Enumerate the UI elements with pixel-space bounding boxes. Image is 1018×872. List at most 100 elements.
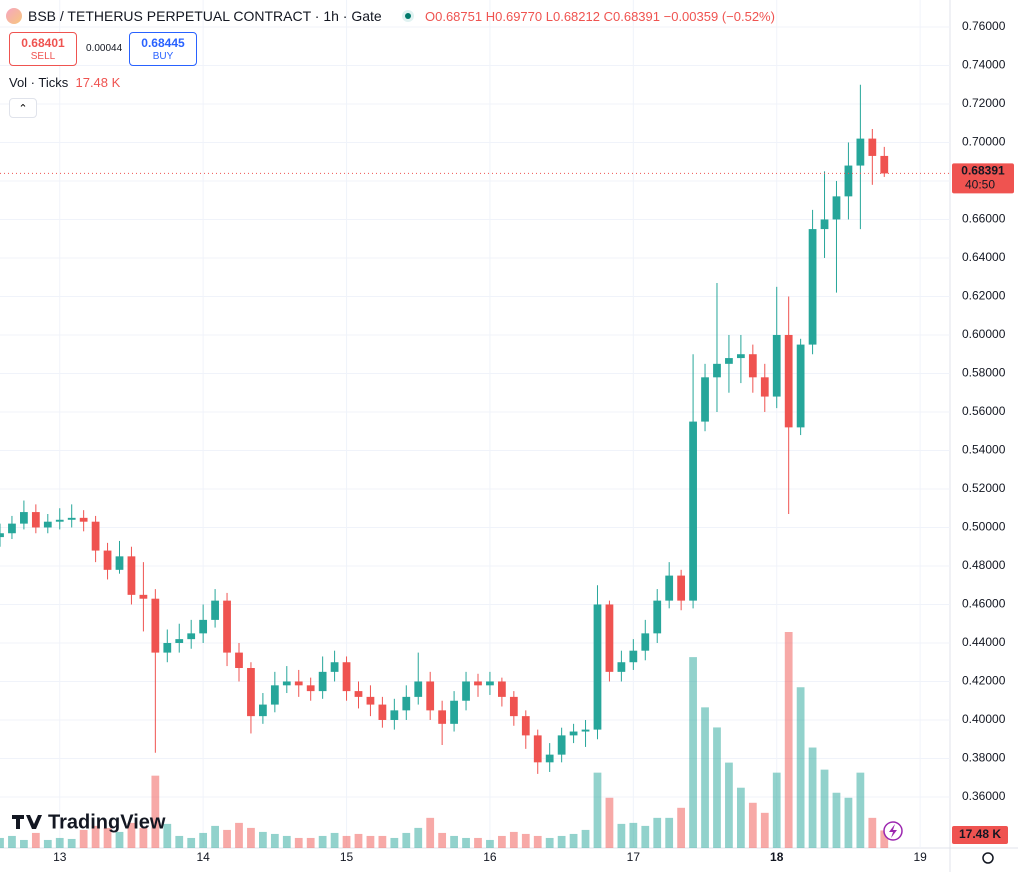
lightning-glyph — [889, 824, 897, 838]
volume-bar — [414, 827, 423, 848]
candle-body — [282, 681, 291, 686]
volume-bar — [533, 835, 542, 848]
y-tick-label: 0.72000 — [962, 96, 1006, 110]
candle-body — [139, 594, 148, 599]
volume-bar — [736, 787, 745, 848]
candle-body — [366, 696, 375, 705]
candle-body — [67, 517, 76, 520]
volume-bar — [103, 827, 112, 848]
volume-bar — [0, 837, 4, 848]
volume-bar — [462, 837, 470, 848]
candle-body — [294, 681, 303, 686]
candle-body — [462, 681, 470, 701]
candle-body — [390, 710, 399, 720]
candle-body — [378, 704, 387, 720]
volume-bar — [342, 835, 351, 848]
volume-bar — [91, 825, 100, 848]
grid — [0, 0, 950, 848]
candle-body — [79, 517, 88, 522]
candle-body — [545, 754, 554, 763]
volume-value: 17.48 K — [75, 75, 121, 90]
volume-bar — [127, 822, 136, 848]
volume-bar — [199, 832, 208, 848]
candle-body — [223, 600, 231, 653]
last-price-box — [952, 163, 1014, 194]
ohlc-open: O0.68751 — [425, 9, 483, 24]
settings-icon[interactable] — [982, 852, 994, 864]
y-tick-label: 0.38000 — [962, 751, 1006, 765]
volume-bar — [796, 687, 805, 848]
volume-bar — [808, 747, 817, 848]
candle-body — [533, 735, 542, 763]
candle-body — [486, 681, 494, 686]
collapse-button[interactable]: ⌃ — [9, 98, 37, 118]
volume-bar — [366, 835, 375, 848]
ohlc-legend: O0.68751 H0.69770 L0.68212 C0.68391 −0.0… — [425, 9, 775, 24]
candle-body — [856, 138, 865, 166]
ohlc-high: H0.69770 — [485, 9, 543, 24]
y-tick-label: 0.40000 — [962, 712, 1006, 726]
candle-body — [31, 512, 40, 528]
x-tick-label: 18 — [770, 850, 784, 864]
candle-body — [175, 639, 184, 643]
market-status — [402, 10, 414, 22]
candle-body — [653, 600, 662, 634]
volume-bar — [593, 772, 602, 848]
volume-bar — [545, 837, 554, 848]
volume-bar — [67, 838, 76, 848]
candle-body — [91, 521, 100, 551]
candle-body — [211, 600, 219, 620]
volume-bar — [175, 835, 184, 848]
volume-bar — [79, 829, 88, 848]
candle-body — [509, 696, 518, 717]
axes: 0.36000 0.38000 0.40000 0.42000 0.44000 0.460… — [0, 19, 1014, 864]
candle-body — [270, 685, 279, 705]
candle-body — [306, 685, 315, 692]
volume-bar — [701, 707, 709, 848]
y-tick-label: 0.56000 — [962, 404, 1006, 418]
candle-body — [796, 344, 805, 428]
candle-body — [748, 354, 757, 378]
spread: 0.00044 — [86, 43, 123, 54]
volume-bar — [235, 822, 243, 848]
volume-bar — [20, 839, 28, 848]
buy-price: 0.68445 — [141, 36, 185, 50]
buy-button[interactable]: 0.68445 BUY — [129, 32, 197, 66]
volume-bar — [163, 823, 172, 848]
candle-body — [342, 662, 351, 692]
volume-bar — [521, 833, 530, 848]
volume-bar — [725, 762, 733, 848]
buy-label: BUY — [152, 51, 174, 62]
candle-body — [844, 165, 853, 197]
candle-body — [521, 716, 530, 736]
candle-body — [880, 155, 889, 174]
volume-bar — [426, 817, 435, 848]
volume-bar — [282, 835, 291, 848]
candle-body — [127, 556, 136, 595]
volume-bar — [139, 827, 148, 848]
volume-bar — [569, 833, 578, 848]
tradingview-logo-text: TradingView — [48, 811, 166, 833]
candle-body — [808, 229, 817, 345]
volume-bar — [115, 831, 124, 848]
volume-bar — [294, 837, 303, 848]
y-tick-label: 0.50000 — [962, 520, 1006, 534]
candle-body — [498, 681, 506, 697]
candle-body — [259, 704, 267, 717]
candle-body — [438, 710, 447, 724]
candle-body — [689, 421, 697, 601]
volume-bar — [270, 833, 279, 848]
volume-bar — [629, 822, 638, 848]
y-tick-label: 0.54000 — [962, 443, 1006, 457]
sell-button[interactable]: 0.68401 SELL — [9, 32, 77, 66]
candle-body — [617, 662, 626, 672]
candle-body — [43, 521, 52, 528]
x-tick-label: 17 — [627, 850, 641, 864]
candle-body — [0, 533, 4, 538]
last-price-label: 0.68391 — [961, 164, 1005, 178]
candle-body — [20, 512, 28, 524]
volume-bar — [844, 797, 853, 848]
candle-body — [820, 219, 829, 230]
candle-body — [665, 575, 674, 601]
candle-body — [103, 550, 112, 570]
